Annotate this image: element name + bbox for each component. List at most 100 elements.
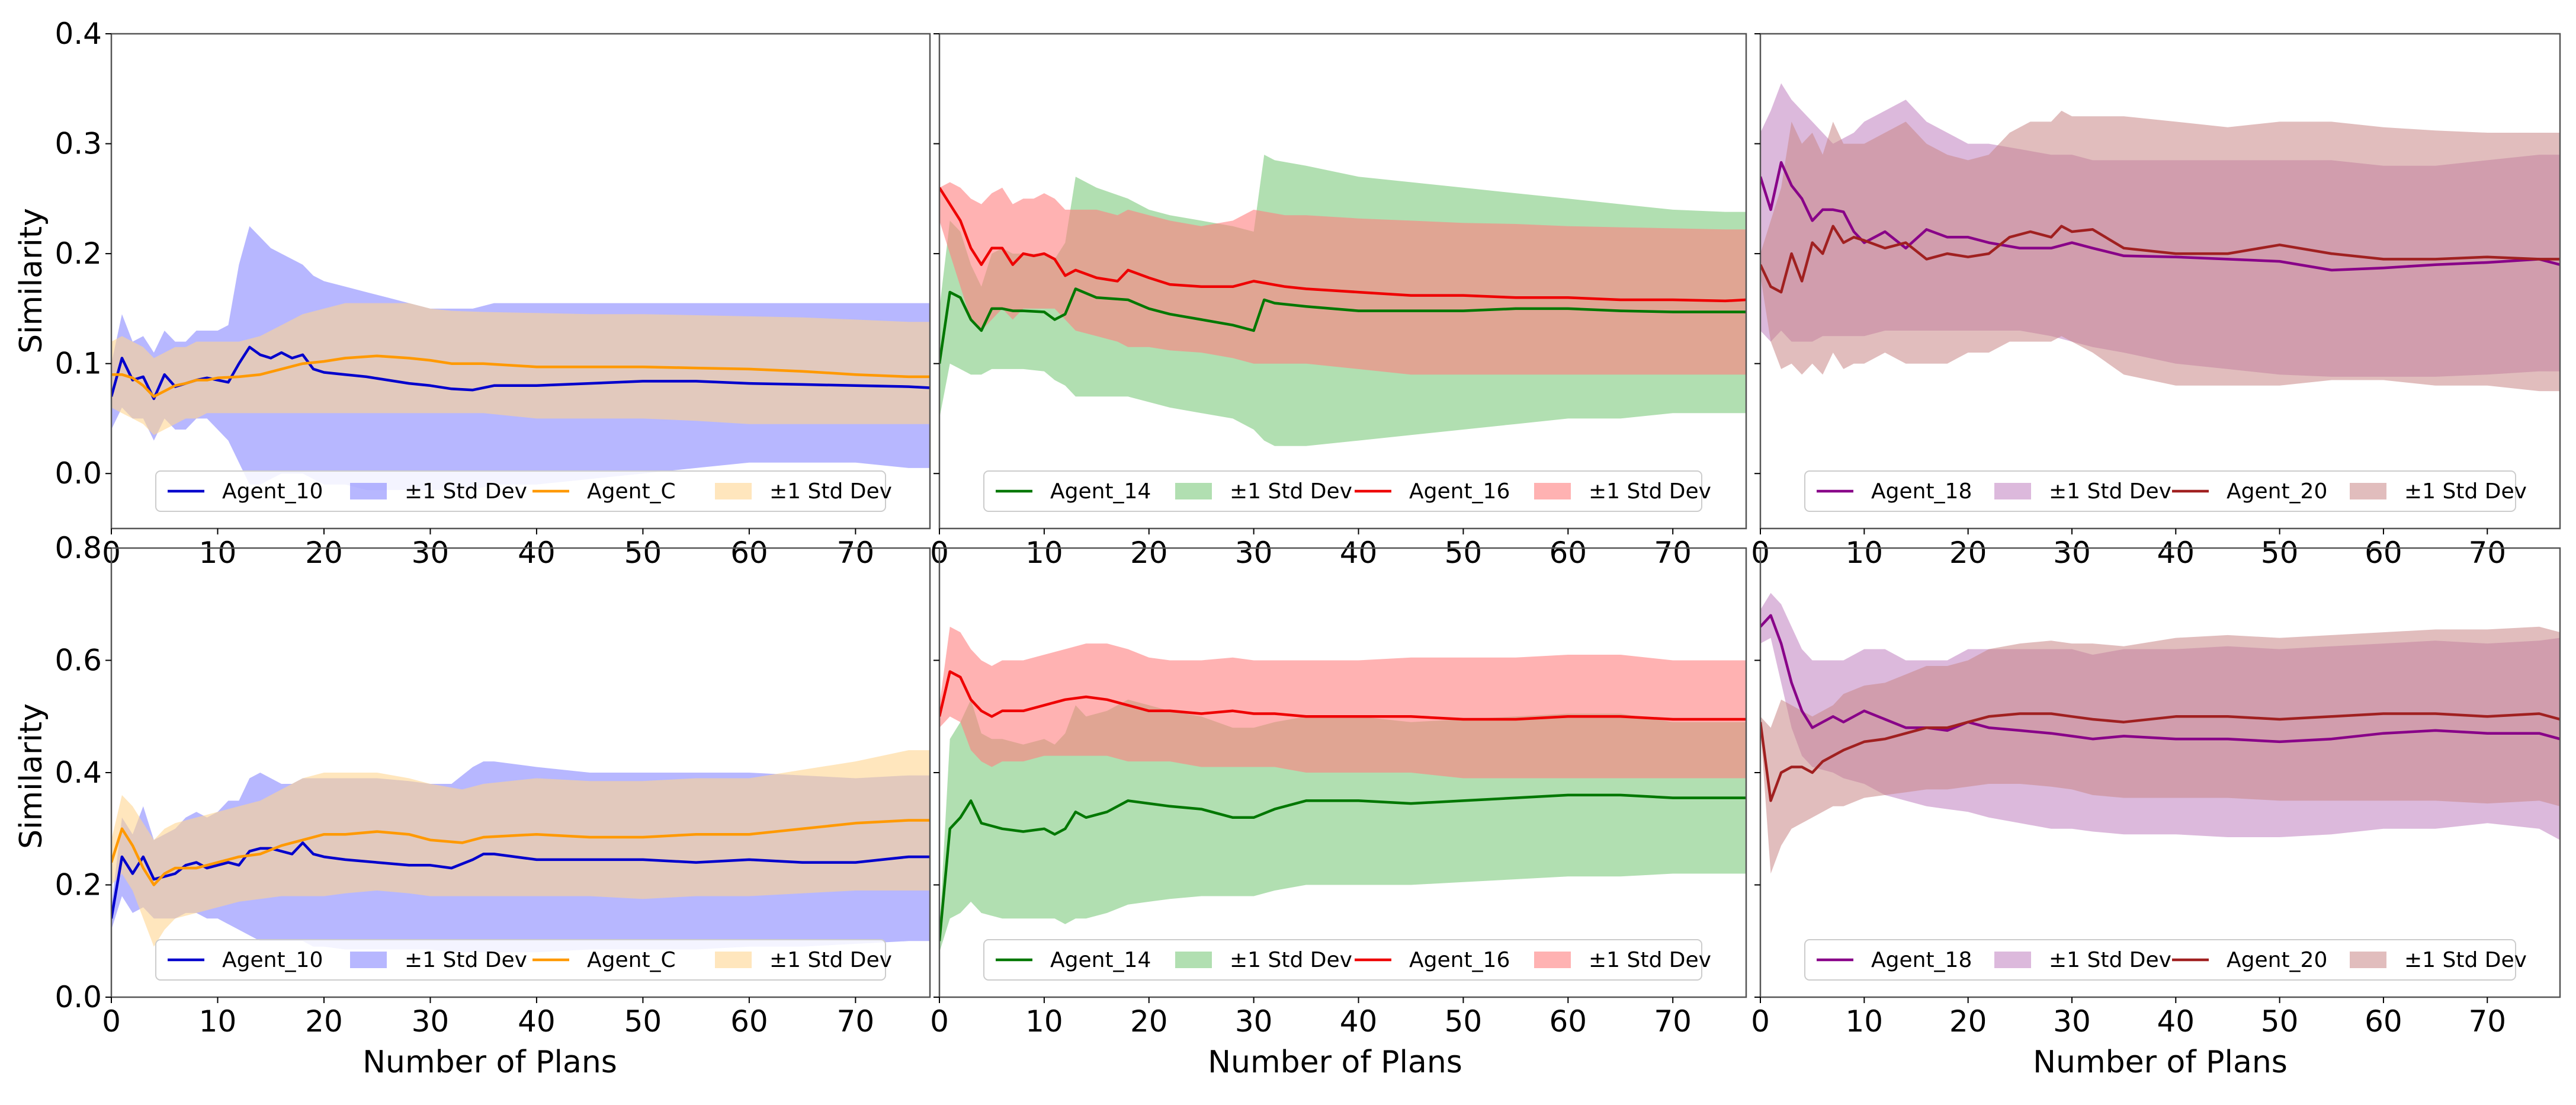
y-tick-label: 0.0 bbox=[54, 456, 102, 491]
x-tick-label: 40 bbox=[2157, 1004, 2195, 1039]
x-tick-label: 60 bbox=[1549, 536, 1587, 570]
legend: Agent_10 ±1 Std Dev Agent_C ±1 Std Dev bbox=[155, 470, 892, 512]
legend-label: ±1 Std Dev bbox=[2049, 479, 2171, 504]
axes-frame bbox=[110, 33, 931, 530]
legend-band-swatch bbox=[1994, 952, 2031, 968]
x-tick-label: 70 bbox=[2468, 536, 2506, 570]
plot-area bbox=[111, 750, 930, 953]
legend-band-swatch bbox=[2350, 483, 2386, 499]
series-line-agent-18 bbox=[1760, 161, 2560, 272]
legend: Agent_14 ±1 Std Dev Agent_16 ±1 Std Dev bbox=[983, 470, 1711, 512]
plot-area bbox=[939, 626, 1746, 953]
x-tick-label: 30 bbox=[412, 1004, 450, 1039]
legend-label: ±1 Std Dev bbox=[2404, 479, 2527, 504]
series-line-agent-18 bbox=[1760, 614, 2560, 744]
legend-label: ±1 Std Dev bbox=[769, 948, 892, 972]
legend-label: Agent_14 bbox=[1050, 479, 1151, 504]
axes-frame bbox=[1759, 33, 2561, 530]
y-tick-label: 0.0 bbox=[54, 980, 102, 1014]
legend-band-swatch bbox=[1534, 483, 1571, 499]
legend-label: ±1 Std Dev bbox=[405, 479, 527, 504]
x-tick-label: 10 bbox=[199, 1004, 237, 1039]
legend-band-swatch bbox=[715, 952, 752, 968]
legend-band-swatch bbox=[350, 483, 387, 499]
x-tick-label: 40 bbox=[518, 1004, 556, 1039]
x-tick-label: 10 bbox=[1025, 536, 1063, 570]
legend: Agent_14 ±1 Std Dev Agent_16 ±1 Std Dev bbox=[983, 939, 1711, 981]
legend-box bbox=[1804, 939, 2516, 981]
x-tick-label: 50 bbox=[1445, 536, 1483, 570]
x-tick-label: 10 bbox=[1025, 1004, 1063, 1039]
y-tick-label: 0.1 bbox=[54, 347, 102, 381]
legend: Agent_18 ±1 Std Dev Agent_20 ±1 Std Dev bbox=[1804, 470, 2527, 512]
x-tick-label: 70 bbox=[1654, 536, 1692, 570]
x-tick-label: 60 bbox=[2365, 1004, 2402, 1039]
legend-label: ±1 Std Dev bbox=[769, 479, 892, 504]
x-tick-label: 20 bbox=[1949, 536, 1987, 570]
y-tick-label: 0.4 bbox=[54, 755, 102, 790]
x-tick-label: 50 bbox=[624, 536, 662, 570]
series-line-agent-14 bbox=[939, 287, 1746, 364]
std-band-agent-c bbox=[111, 750, 930, 947]
std-band-agent-c bbox=[111, 303, 930, 435]
legend-band-swatch bbox=[1175, 952, 1212, 968]
series-line-agent-16 bbox=[939, 670, 1746, 721]
x-tick-label: 10 bbox=[1846, 1004, 1884, 1039]
y-tick-label: 0.8 bbox=[54, 531, 102, 565]
legend-box bbox=[983, 470, 1702, 512]
legend-band-swatch bbox=[1175, 483, 1212, 499]
x-tick-label: 30 bbox=[2053, 1004, 2091, 1039]
series-line-agent-14 bbox=[939, 793, 1746, 941]
y-axis-label-row-0: Similarity bbox=[14, 208, 49, 354]
legend: Agent_10 ±1 Std Dev Agent_C ±1 Std Dev bbox=[155, 939, 892, 981]
x-tick-label: 70 bbox=[837, 536, 875, 570]
x-tick-label: 60 bbox=[2365, 536, 2402, 570]
series-line-agent-c bbox=[111, 819, 930, 886]
legend-label: Agent_18 bbox=[1871, 479, 1972, 504]
x-tick-label: 50 bbox=[2261, 536, 2299, 570]
legend-label: Agent_14 bbox=[1050, 948, 1151, 972]
x-tick-label: 20 bbox=[305, 536, 343, 570]
legend-label: Agent_C bbox=[587, 948, 676, 972]
legend-label: Agent_20 bbox=[2227, 948, 2327, 972]
legend-label: ±1 Std Dev bbox=[2404, 948, 2527, 972]
plot-area bbox=[1760, 592, 2560, 874]
y-tick-label: 0.2 bbox=[54, 236, 102, 271]
legend-label: ±1 Std Dev bbox=[2049, 948, 2171, 972]
x-tick-label: 0 bbox=[102, 1004, 121, 1039]
x-tick-label: 30 bbox=[1235, 1004, 1273, 1039]
x-axis-label-col-0: Number of Plans bbox=[362, 1045, 617, 1080]
x-tick-label: 50 bbox=[624, 1004, 662, 1039]
x-tick-label: 70 bbox=[837, 1004, 875, 1039]
legend-label: Agent_10 bbox=[222, 948, 323, 972]
legend-band-swatch bbox=[1994, 483, 2031, 499]
legend-label: Agent_10 bbox=[222, 479, 323, 504]
plot-area bbox=[1760, 83, 2560, 392]
x-tick-label: 70 bbox=[2468, 1004, 2506, 1039]
x-tick-label: 20 bbox=[305, 1004, 343, 1039]
plot-area bbox=[111, 226, 930, 491]
y-axis-label-row-1: Similarity bbox=[14, 703, 49, 849]
axes-frame bbox=[938, 33, 1747, 530]
x-tick-label: 50 bbox=[1445, 1004, 1483, 1039]
legend-box bbox=[155, 939, 886, 981]
x-tick-label: 40 bbox=[518, 536, 556, 570]
x-tick-label: 20 bbox=[1130, 1004, 1168, 1039]
legend: Agent_18 ±1 Std Dev Agent_20 ±1 Std Dev bbox=[1804, 939, 2527, 981]
x-tick-label: 50 bbox=[2261, 1004, 2299, 1039]
legend-band-swatch bbox=[2350, 952, 2386, 968]
x-tick-label: 20 bbox=[1130, 536, 1168, 570]
legend-box bbox=[983, 939, 1702, 981]
x-tick-label: 10 bbox=[199, 536, 237, 570]
x-tick-label: 30 bbox=[412, 536, 450, 570]
series-line-agent-20 bbox=[1760, 712, 2560, 802]
y-tick-label: 0.6 bbox=[54, 643, 102, 678]
legend-label: Agent_C bbox=[587, 479, 676, 504]
legend-label: Agent_18 bbox=[1871, 948, 1972, 972]
x-tick-label: 60 bbox=[1549, 1004, 1587, 1039]
series-line-agent-10 bbox=[111, 841, 930, 919]
